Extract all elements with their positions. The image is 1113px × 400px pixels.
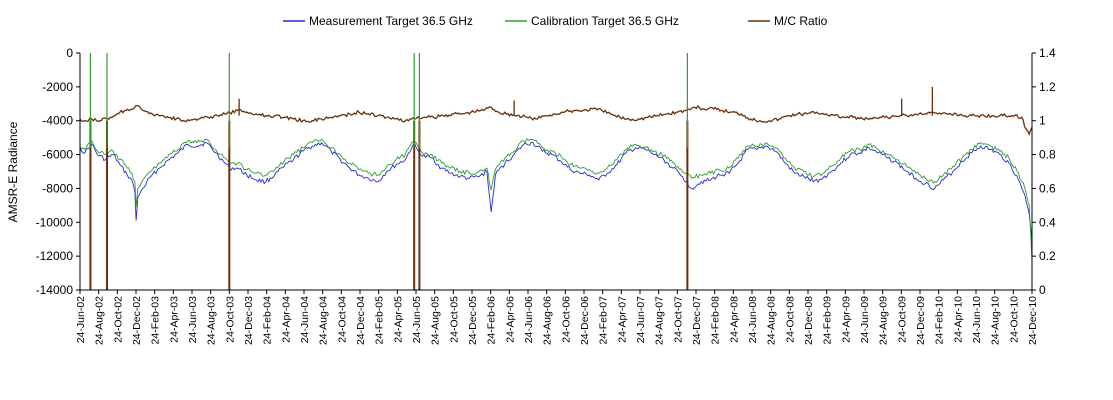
x-tick-label: 24-Aug-02: [94, 296, 106, 345]
x-tick-label: 24-Oct-03: [224, 296, 236, 343]
y-tick-label-left: -6000: [42, 148, 73, 162]
x-tick-label: 24-Oct-08: [784, 296, 796, 343]
x-tick-label: 24-Aug-08: [766, 296, 778, 345]
x-tick-label: 24-Feb-09: [822, 296, 834, 345]
x-tick-label: 24-Jun-02: [75, 296, 87, 343]
x-tick-label: 24-Dec-03: [243, 296, 255, 345]
axes: 0 -2000 -4000 -6000 -8000 -10000 -12000 -14000 1…: [36, 46, 1056, 345]
x-tick-label: 24-Jun-10: [971, 296, 983, 343]
x-tick-label: 24-Oct-05: [448, 296, 460, 343]
x-tick-label: 24-Dec-04: [355, 296, 367, 345]
y-axis-label: AMSR-E Radiance: [6, 121, 20, 222]
x-tick-label: 24-Dec-08: [803, 296, 815, 345]
x-tick-label: 24-Feb-03: [150, 296, 162, 345]
x-tick-label: 24-Dec-02: [131, 296, 143, 345]
series-line: [79, 141, 1033, 243]
x-tick-label: 24-Dec-06: [579, 296, 591, 345]
y-tick-label-right: 0: [1039, 283, 1046, 297]
x-tick-label: 24-Feb-07: [598, 296, 610, 345]
x-tick-label: 24-Dec-05: [467, 296, 479, 345]
x-tick-label: 24-Dec-09: [915, 296, 927, 345]
legend-label: Measurement Target 36.5 GHz: [309, 14, 473, 28]
plot-area: [79, 53, 1033, 290]
y-tick-label-right: 1.4: [1039, 46, 1056, 60]
x-tick-label: 24-Jun-06: [523, 296, 535, 343]
y-tick-label-left: -2000: [42, 80, 73, 94]
x-tick-label: 24-Feb-10: [934, 296, 946, 345]
x-tick-label: 24-Oct-06: [560, 296, 572, 343]
x-tick-label: 24-Apr-09: [840, 296, 852, 343]
x-tick-label: 24-Feb-06: [486, 296, 498, 345]
x-tick-label: 24-Apr-06: [504, 296, 516, 343]
x-tick-label: 24-Jun-05: [411, 296, 423, 343]
x-tick-label: 24-Dec-07: [691, 296, 703, 345]
x-tick-label: 24-Apr-07: [616, 296, 628, 343]
series-line: [79, 137, 1033, 262]
x-tick-label: 24-Oct-10: [1008, 296, 1020, 343]
legend-label: M/C Ratio: [774, 14, 828, 28]
series-line: [79, 104, 1033, 137]
y-tick-label-right: 0.6: [1039, 181, 1056, 195]
x-tick-label: 24-Aug-03: [206, 296, 218, 345]
x-tick-label: 24-Apr-08: [728, 296, 740, 343]
y-tick-label-right: 1: [1039, 114, 1046, 128]
x-tick-label: 24-Aug-05: [430, 296, 442, 345]
y-tick-label-left: 0: [66, 46, 73, 60]
y-tick-label-left: -12000: [36, 249, 74, 263]
x-tick-label: 24-Aug-04: [318, 296, 330, 345]
x-tick-label: 24-Aug-09: [878, 296, 890, 345]
x-tick-label: 24-Jun-08: [747, 296, 759, 343]
y-tick-label-right: 0.2: [1039, 249, 1056, 263]
x-tick-label: 24-Aug-07: [654, 296, 666, 345]
x-tick-label: 24-Aug-06: [542, 296, 554, 345]
x-tick-label: 24-Oct-02: [112, 296, 124, 343]
y-tick-label-left: -10000: [36, 215, 74, 229]
x-tick-label: 24-Dec-10: [1027, 296, 1039, 345]
y-tick-label-right: 0.4: [1039, 215, 1056, 229]
x-tick-label: 24-Apr-10: [952, 296, 964, 343]
x-tick-label: 24-Apr-03: [168, 296, 180, 343]
legend-label: Calibration Target 36.5 GHz: [531, 14, 679, 28]
x-tick-label: 24-Feb-08: [710, 296, 722, 345]
x-tick-label: 24-Feb-05: [374, 296, 386, 345]
y-tick-label-left: -4000: [42, 114, 73, 128]
x-tick-label: 24-Jun-03: [187, 296, 199, 343]
x-tick-label: 24-Jun-07: [635, 296, 647, 343]
x-tick-label: 24-Oct-07: [672, 296, 684, 343]
y-tick-label-left: -14000: [36, 283, 74, 297]
y-tick-label-left: -8000: [42, 181, 73, 195]
x-tick-label: 24-Apr-05: [392, 296, 404, 343]
y-tick-label-right: 0.8: [1039, 148, 1056, 162]
legend: Measurement Target 36.5 GHz Calibration T…: [283, 14, 828, 28]
y-tick-label-right: 1.2: [1039, 80, 1056, 94]
x-tick-label: 24-Aug-10: [990, 296, 1002, 345]
x-tick-label: 24-Jun-09: [859, 296, 871, 343]
x-tick-label: 24-Feb-04: [262, 296, 274, 345]
x-tick-label: 24-Apr-04: [280, 296, 292, 343]
x-tick-label: 24-Oct-04: [336, 296, 348, 343]
x-tick-label: 24-Jun-04: [299, 296, 311, 343]
x-tick-label: 24-Oct-09: [896, 296, 908, 343]
